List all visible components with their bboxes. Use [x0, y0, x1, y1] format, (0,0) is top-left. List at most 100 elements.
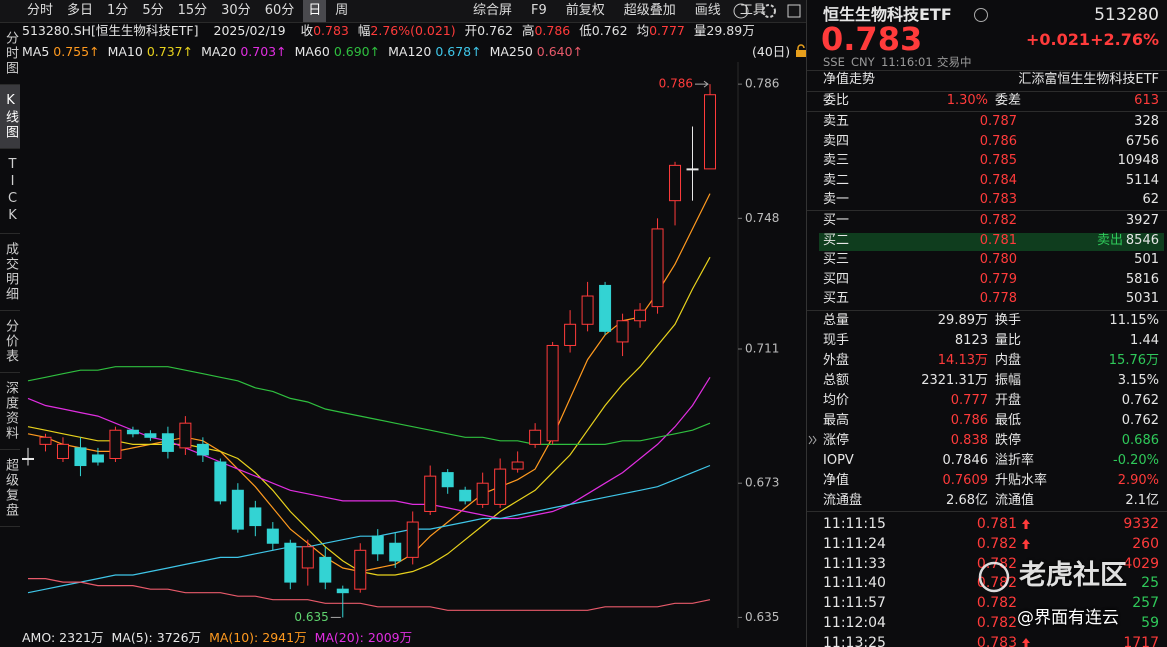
- info-value: 0.762: [477, 23, 513, 38]
- candle-body: [126, 429, 139, 435]
- period-tab[interactable]: 周: [335, 3, 349, 18]
- book-price: 0.787: [979, 114, 1017, 129]
- info-label: 高: [521, 23, 535, 38]
- candle-body: [564, 323, 577, 346]
- settings-icon[interactable]: [762, 4, 776, 18]
- trade-time: 11:11:40: [823, 575, 886, 592]
- vol-ma-value: 3726万: [156, 630, 202, 645]
- info-icon[interactable]: [973, 7, 989, 23]
- side-tab[interactable]: 深度资料: [0, 373, 20, 450]
- ma-item: MA20 0.703↑: [201, 43, 287, 61]
- period-tab[interactable]: 日: [303, 0, 327, 22]
- side-tab[interactable]: 分时图: [0, 23, 20, 85]
- trade-price: 0.783: [976, 634, 1017, 647]
- period-tab[interactable]: 分时: [27, 3, 54, 18]
- symbol: 513280.SH[恒生生物科技ETF]: [22, 23, 199, 38]
- candle-body: [599, 284, 612, 332]
- stat-value: 3.15%: [1117, 373, 1159, 388]
- logo-ring: [978, 561, 1010, 593]
- info-field: 量29.89万: [694, 22, 755, 40]
- tool-button[interactable]: 超级叠加: [623, 3, 676, 18]
- period-tab[interactable]: 15分: [177, 3, 208, 18]
- info-value: 29.89万: [706, 23, 755, 38]
- ma-line: [27, 193, 711, 573]
- trade-time: 11:11:24: [823, 535, 886, 552]
- candle-body: [651, 228, 664, 308]
- vol-ma-label: MA(10):: [209, 630, 259, 645]
- separator: [807, 111, 1167, 112]
- toolbar-icons: [733, 3, 801, 19]
- ma-value: 0.737↑: [146, 44, 194, 59]
- candle-body: [511, 461, 524, 470]
- trade-time: 11:12:04: [823, 615, 886, 631]
- book-volume: 5816: [1125, 271, 1159, 287]
- stat-value: -0.20%: [1113, 453, 1159, 468]
- tool-button[interactable]: 综合屏: [473, 3, 513, 18]
- stat-label: 内盘: [995, 353, 1022, 368]
- quote-meta: 11:16:01: [881, 55, 933, 69]
- info-value: 0.777: [649, 23, 685, 38]
- period-tab[interactable]: 1分: [107, 3, 129, 18]
- candle-body: [301, 546, 314, 569]
- candle-body: [196, 443, 209, 456]
- up-arrow: [1022, 538, 1030, 549]
- ratio-value: 1.30%: [946, 93, 988, 108]
- stat-label: 总量: [823, 313, 850, 328]
- lock-icon[interactable]: [794, 44, 808, 58]
- candle-body: [459, 489, 472, 502]
- ma-value: 0.690↑: [333, 44, 381, 59]
- stat-value: 0.7846: [942, 453, 989, 468]
- stat-value: 0.777: [950, 393, 988, 408]
- candle-body: [441, 472, 454, 488]
- quote-meta: 交易中: [937, 55, 972, 69]
- side-tab[interactable]: 分价表: [0, 311, 20, 373]
- separator: [807, 210, 1167, 211]
- candle-body: [424, 475, 437, 512]
- stat-value: 14.13万: [937, 353, 988, 368]
- stat-label: 最低: [995, 413, 1022, 428]
- trade-time: 11:11:57: [823, 595, 886, 612]
- period-range[interactable]: (40日): [752, 43, 808, 61]
- period-tab[interactable]: 5分: [142, 3, 164, 18]
- trade-price: 0.781: [976, 516, 1017, 532]
- collapse-icon[interactable]: [808, 432, 818, 448]
- stat-value: 2.68亿: [946, 493, 988, 508]
- tool-button[interactable]: F9: [531, 3, 547, 18]
- diff-value: 613: [1134, 93, 1159, 108]
- side-tab[interactable]: TICK: [0, 149, 20, 234]
- period-tab[interactable]: 多日: [67, 3, 94, 18]
- period-tab[interactable]: 60分: [264, 3, 295, 18]
- window-icon[interactable]: [787, 4, 801, 18]
- side-tab[interactable]: K线图: [0, 85, 20, 149]
- book-label: 卖五: [823, 114, 850, 129]
- side-tab[interactable]: 成交明细: [0, 234, 20, 311]
- stat-label: 现手: [823, 333, 850, 348]
- y-tick-label: 0.635: [745, 610, 779, 624]
- period-tab[interactable]: 30分: [221, 3, 251, 18]
- side-tab[interactable]: 超级复盘: [0, 450, 20, 527]
- tool-button[interactable]: 画线: [694, 3, 721, 18]
- watermark-credit: @界面有连云: [1017, 608, 1119, 628]
- ma-name: MA20: [201, 44, 237, 59]
- separator: [807, 91, 1167, 92]
- stat-value: 0.7609: [942, 473, 989, 488]
- amo: AMO: 2321万: [22, 629, 103, 647]
- ma-value: 0.703↑: [240, 44, 287, 59]
- period-label[interactable]: (40日): [752, 44, 791, 59]
- info-value: 0.786: [534, 23, 571, 38]
- ma-item: MA60 0.690↑: [295, 43, 381, 61]
- stat-label: 总额: [823, 373, 850, 388]
- book-price: 0.786: [979, 133, 1017, 149]
- ma-line: [27, 464, 711, 594]
- candle-body: [669, 164, 682, 202]
- info-value: 0.762: [591, 23, 628, 38]
- help-icon[interactable]: [733, 3, 749, 19]
- stat-label: 溢折率: [995, 453, 1035, 468]
- stat-value: 0.762: [1121, 413, 1159, 428]
- up-arrow-shape: [1022, 519, 1030, 529]
- up-arrow: [1022, 637, 1030, 647]
- tool-button[interactable]: 前复权: [565, 3, 605, 18]
- trade-volume: 260: [1132, 535, 1159, 552]
- up-arrow: [1022, 519, 1030, 529]
